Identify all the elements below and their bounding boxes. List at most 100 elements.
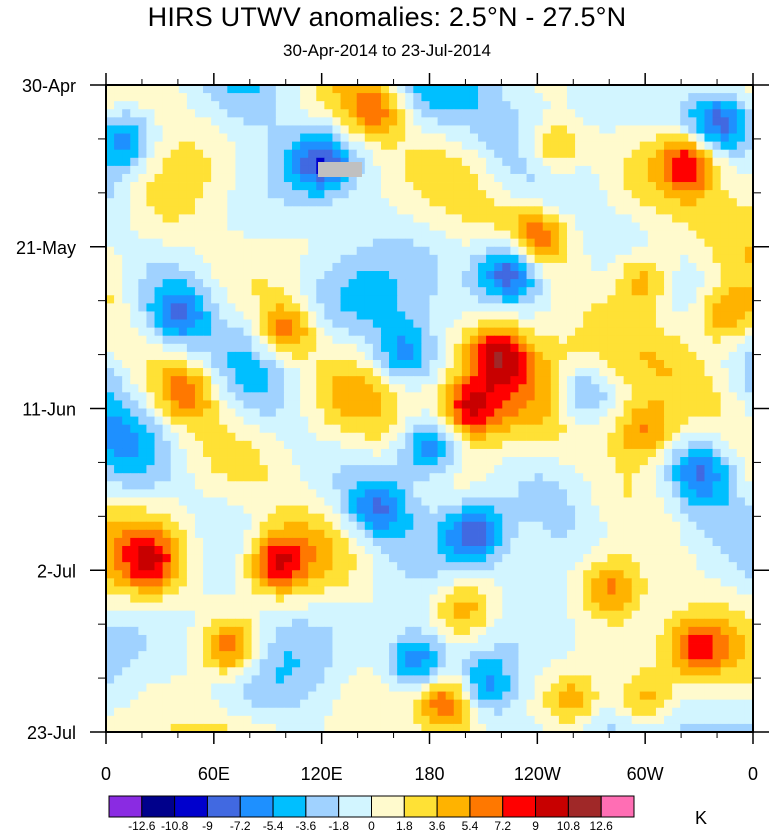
field-cell — [672, 359, 681, 369]
field-cell — [445, 521, 455, 531]
field-cell — [575, 311, 584, 320]
field-cell — [405, 287, 414, 296]
field-cell — [558, 133, 568, 143]
field-cell — [453, 287, 463, 296]
field-cell — [704, 513, 713, 523]
field-cell — [170, 578, 180, 587]
field-cell — [364, 562, 374, 571]
field-cell — [203, 400, 212, 409]
field-cell — [138, 246, 147, 256]
field-cell — [178, 335, 188, 345]
field-cell — [300, 424, 309, 434]
field-cell — [405, 222, 414, 231]
field-cell — [591, 157, 600, 167]
field-cell — [704, 457, 713, 466]
field-cell — [445, 359, 455, 369]
field-cell — [437, 521, 447, 531]
field-cell — [170, 149, 180, 159]
field-cell — [380, 117, 390, 126]
field-cell — [348, 230, 358, 240]
field-cell — [235, 586, 244, 595]
field-cell — [275, 190, 285, 199]
field-cell — [275, 254, 285, 264]
field-cell — [486, 465, 495, 474]
field-cell — [308, 562, 317, 571]
field-cell — [429, 238, 438, 248]
field-cell — [558, 230, 568, 240]
field-cell — [219, 457, 228, 466]
field-cell — [340, 457, 350, 466]
field-cell — [324, 125, 333, 134]
field-cell — [186, 513, 196, 523]
field-cell — [227, 440, 236, 450]
field-cell — [469, 384, 479, 393]
field-cell — [647, 521, 657, 531]
field-cell — [429, 295, 438, 304]
field-cell — [534, 400, 544, 409]
field-cell — [664, 206, 673, 215]
field-cell — [389, 570, 398, 579]
field-cell — [712, 489, 722, 498]
field-cell — [720, 408, 730, 417]
field-cell — [510, 489, 519, 498]
field-cell — [413, 311, 422, 320]
field-cell — [421, 465, 430, 474]
field-cell — [575, 489, 584, 498]
field-cell — [308, 448, 317, 458]
field-cell — [170, 133, 180, 143]
field-cell — [566, 392, 576, 401]
field-cell — [631, 206, 641, 215]
field-cell — [558, 376, 568, 385]
field-cell — [655, 125, 665, 134]
field-cell — [372, 505, 382, 515]
field-cell — [114, 206, 123, 215]
field-cell — [203, 222, 212, 231]
field-cell — [469, 432, 479, 442]
field-cell — [211, 562, 220, 571]
field-cell — [566, 149, 576, 159]
field-cell — [655, 408, 665, 417]
field-cell — [607, 343, 616, 353]
field-cell — [550, 182, 560, 191]
field-cell — [227, 448, 236, 458]
field-cell — [364, 554, 374, 563]
field-cell — [340, 505, 350, 515]
field-cell — [146, 222, 155, 231]
field-cell — [397, 238, 406, 248]
field-cell — [380, 448, 390, 458]
field-cell — [243, 327, 252, 337]
field-cell — [178, 586, 188, 595]
field-cell — [372, 165, 382, 175]
field-cell — [162, 554, 172, 563]
field-cell — [146, 376, 155, 385]
field-cell — [486, 505, 495, 515]
field-cell — [607, 562, 616, 571]
field-cell — [655, 416, 665, 426]
field-cell — [308, 230, 317, 240]
field-cell — [744, 165, 753, 175]
field-cell — [194, 529, 204, 539]
field-cell — [639, 481, 649, 490]
field-cell — [566, 303, 576, 312]
field-cell — [259, 230, 269, 240]
field-cell — [227, 376, 236, 385]
field-cell — [283, 400, 293, 409]
field-cell — [380, 473, 390, 482]
field-cell — [744, 384, 753, 393]
field-cell — [631, 448, 641, 458]
field-cell — [494, 570, 503, 579]
field-cell — [292, 141, 301, 151]
field-cell — [664, 303, 673, 312]
field-cell — [518, 190, 527, 199]
field-cell — [283, 489, 293, 498]
field-cell — [170, 351, 180, 361]
field-cell — [688, 400, 697, 409]
field-cell — [607, 457, 616, 466]
field-cell — [429, 359, 438, 369]
field-cell — [534, 537, 544, 547]
field-cell — [372, 303, 382, 312]
field-cell — [170, 254, 180, 264]
field-cell — [219, 173, 228, 183]
field-cell — [324, 432, 333, 442]
field-cell — [469, 368, 479, 377]
